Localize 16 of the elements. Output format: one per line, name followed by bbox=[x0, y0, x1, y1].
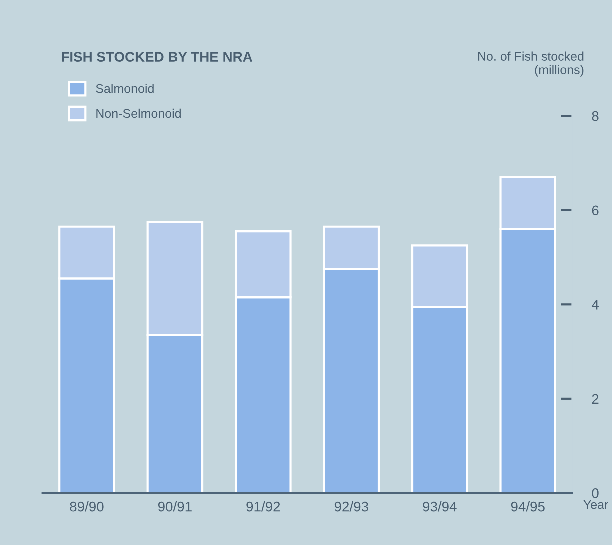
y-tick-label: 0 bbox=[592, 488, 599, 498]
chart-title: FISH STOCKED BY THE NRA bbox=[62, 52, 252, 62]
x-tick-label: 89/90 bbox=[70, 502, 104, 512]
x-axis-title: Year bbox=[584, 500, 608, 510]
y-axis-title: No. of Fish stocked (millions) bbox=[478, 52, 584, 77]
y-tick-label: 8 bbox=[592, 111, 599, 122]
y-tick-label: 6 bbox=[592, 206, 599, 216]
y-tick-label: 4 bbox=[592, 300, 599, 310]
x-tick-label: 93/94 bbox=[423, 502, 457, 512]
y-tick-label: 2 bbox=[592, 394, 599, 404]
x-tick-label: 91/92 bbox=[246, 502, 280, 512]
legend-label: Non-Selmonoid bbox=[96, 108, 181, 118]
x-tick-label: 90/91 bbox=[158, 502, 192, 512]
x-tick-label: 94/95 bbox=[511, 502, 545, 512]
legend-label: Salmonoid bbox=[96, 84, 154, 94]
x-tick-label: 92/93 bbox=[334, 502, 368, 512]
